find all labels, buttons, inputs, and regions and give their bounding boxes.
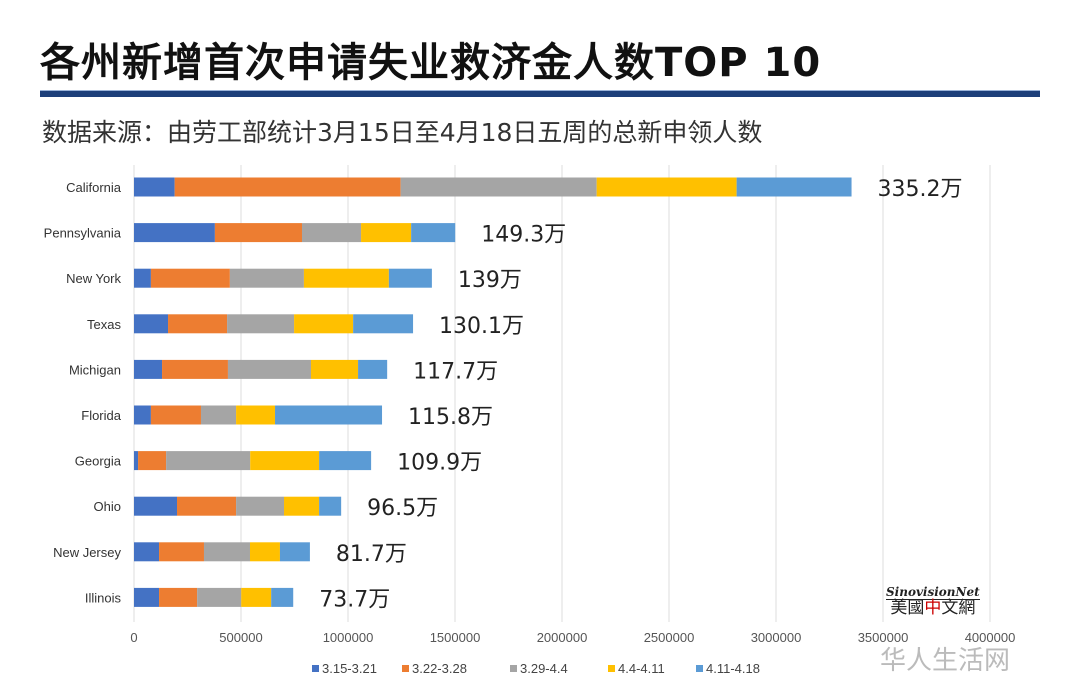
logo-cn-red: 中 bbox=[924, 597, 942, 618]
bar-segment bbox=[241, 587, 272, 607]
title-divider bbox=[40, 90, 1040, 97]
legend-label: 4.11-4.18 bbox=[706, 661, 760, 676]
data-label: 149.3万 bbox=[481, 223, 566, 248]
data-label: 96.5万 bbox=[367, 496, 438, 521]
bar-segment bbox=[150, 268, 230, 288]
legend-label: 3.29-4.4 bbox=[520, 661, 568, 676]
bar-segment bbox=[301, 223, 362, 243]
bar-segment bbox=[279, 542, 310, 562]
x-tick-label: 0 bbox=[130, 630, 137, 645]
bar-segment bbox=[134, 268, 151, 288]
data-label: 115.8万 bbox=[408, 405, 493, 430]
legend-swatch bbox=[312, 665, 319, 672]
y-category-label: Illinois bbox=[85, 590, 122, 605]
bar-segment bbox=[134, 405, 151, 425]
data-label: 335.2万 bbox=[878, 177, 963, 202]
bar-segment bbox=[310, 359, 359, 379]
data-label: 81.7万 bbox=[336, 542, 407, 567]
bar-segment bbox=[400, 177, 597, 197]
logo-en: SinovisionNet bbox=[886, 585, 980, 600]
x-tick-label: 500000 bbox=[219, 630, 262, 645]
bar-segment bbox=[411, 223, 456, 243]
y-category-label: Michigan bbox=[69, 362, 121, 377]
legend-label: 3.22-3.28 bbox=[412, 661, 467, 676]
chart-subtitle: 数据来源：由劳工部统计3月15日至4月18日五周的总新申领人数 bbox=[42, 118, 763, 147]
bar-segment bbox=[271, 587, 294, 607]
y-category-label: New York bbox=[66, 271, 121, 286]
bar-segment bbox=[294, 314, 354, 334]
wechat-watermark: 华人生活网 bbox=[880, 646, 1011, 676]
data-label: 117.7万 bbox=[413, 359, 498, 384]
data-label: 139万 bbox=[458, 268, 522, 293]
bar-segment bbox=[150, 405, 201, 425]
bar-segment bbox=[134, 359, 163, 379]
bar-segment bbox=[134, 587, 160, 607]
bar-segment bbox=[275, 405, 383, 425]
legend-label: 3.15-3.21 bbox=[322, 661, 377, 676]
bar-segment bbox=[236, 405, 276, 425]
bar-segment bbox=[319, 496, 342, 516]
bar-segment bbox=[159, 587, 198, 607]
bar-segment bbox=[736, 177, 852, 197]
legend-label: 4.4-4.11 bbox=[618, 661, 665, 676]
bar-segment bbox=[284, 496, 320, 516]
bar-segment bbox=[159, 542, 204, 562]
legend-swatch bbox=[402, 665, 409, 672]
bar-segment bbox=[134, 314, 169, 334]
data-label: 130.1万 bbox=[439, 314, 524, 339]
y-category-label: New Jersey bbox=[53, 545, 121, 560]
bar-segment bbox=[138, 451, 167, 471]
bar-segment bbox=[229, 268, 304, 288]
legend-swatch bbox=[608, 665, 615, 672]
data-label: 109.9万 bbox=[397, 451, 482, 476]
bar-segment bbox=[227, 314, 295, 334]
bar-segment bbox=[162, 359, 228, 379]
bar-segment bbox=[249, 542, 280, 562]
bar-segment bbox=[596, 177, 737, 197]
x-tick-label: 1000000 bbox=[323, 630, 374, 645]
y-category-label: Texas bbox=[87, 317, 121, 332]
bar-segment bbox=[134, 223, 215, 243]
logo-cn-tail: 文網 bbox=[941, 597, 976, 618]
x-tick-label: 4000000 bbox=[965, 630, 1016, 645]
bar-segment bbox=[166, 451, 251, 471]
bar-segment bbox=[361, 223, 412, 243]
y-category-label: Pennsylvania bbox=[44, 226, 122, 241]
bar-segment bbox=[134, 177, 175, 197]
data-label: 73.7万 bbox=[319, 587, 390, 612]
chart-title: 各州新增首次申请失业救济金人数TOP 10 bbox=[40, 40, 822, 86]
bar-segment bbox=[168, 314, 228, 334]
x-tick-label: 2000000 bbox=[537, 630, 588, 645]
logo-cn: 美國 bbox=[890, 597, 925, 618]
legend-swatch bbox=[696, 665, 703, 672]
x-tick-label: 3500000 bbox=[858, 630, 909, 645]
y-category-label: Ohio bbox=[94, 499, 121, 514]
legend-swatch bbox=[510, 665, 517, 672]
bar-segment bbox=[214, 223, 302, 243]
bar-segment bbox=[134, 542, 160, 562]
bar-segment bbox=[200, 405, 237, 425]
y-category-label: California bbox=[66, 180, 122, 195]
bar-segment bbox=[174, 177, 401, 197]
bar-segment bbox=[319, 451, 372, 471]
sinovision-logo: SinovisionNet 美國中文網 bbox=[886, 586, 980, 617]
bar-segment bbox=[203, 542, 250, 562]
x-tick-label: 2500000 bbox=[644, 630, 695, 645]
bar-segment bbox=[303, 268, 389, 288]
bar-segment bbox=[134, 496, 178, 516]
x-tick-label: 1500000 bbox=[430, 630, 481, 645]
bar-segment bbox=[177, 496, 237, 516]
bar-segment bbox=[236, 496, 285, 516]
bar-segment bbox=[227, 359, 311, 379]
bar-segment bbox=[134, 451, 139, 471]
bar-segment bbox=[197, 587, 242, 607]
y-category-label: Georgia bbox=[75, 454, 122, 469]
bar-segment bbox=[353, 314, 414, 334]
y-category-label: Florida bbox=[81, 408, 122, 423]
bar-segment bbox=[388, 268, 432, 288]
x-tick-label: 3000000 bbox=[751, 630, 802, 645]
bar-segment bbox=[358, 359, 388, 379]
bar-segment bbox=[250, 451, 320, 471]
